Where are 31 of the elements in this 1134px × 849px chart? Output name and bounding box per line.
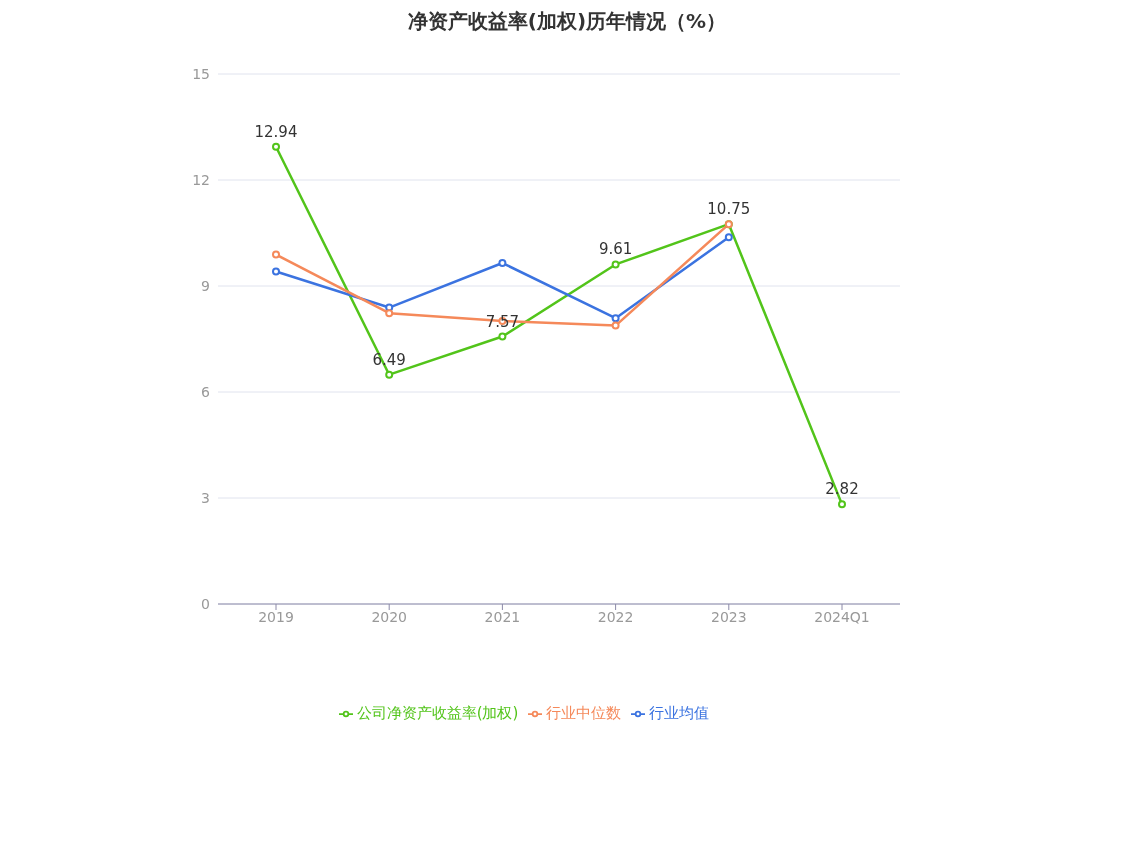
x-tick-label: 2023 bbox=[710, 608, 747, 625]
x-tick-label: 2022 bbox=[597, 608, 634, 625]
point bbox=[385, 309, 394, 318]
y-tick-label: 15 bbox=[192, 65, 210, 82]
point bbox=[611, 321, 620, 330]
point bbox=[385, 370, 394, 379]
x-tick-label: 2019 bbox=[258, 608, 294, 625]
y-tick-label: 9 bbox=[201, 277, 210, 294]
point bbox=[611, 314, 620, 323]
y-tick-label: 6 bbox=[201, 383, 211, 400]
y-tick-label: 12 bbox=[192, 171, 210, 188]
point bbox=[272, 267, 280, 276]
y-tick-label: 3 bbox=[201, 489, 210, 506]
point bbox=[272, 142, 280, 151]
point bbox=[272, 250, 280, 259]
point bbox=[838, 500, 846, 509]
point bbox=[498, 259, 507, 268]
x-tick-label: 2024Q1 bbox=[814, 608, 870, 625]
legend-label: 行业均值 bbox=[649, 704, 710, 722]
x-tick-label: 2020 bbox=[371, 608, 408, 625]
y-tick-label: 0 bbox=[201, 595, 210, 612]
x-tick-label: 2021 bbox=[484, 608, 521, 625]
legend-label: 公司净资产收益率(加权) bbox=[356, 704, 519, 722]
legend-label: 行业中位数 bbox=[546, 704, 622, 722]
point bbox=[724, 233, 733, 242]
data-label: 12.94 bbox=[254, 122, 298, 141]
data-label: 10.75 bbox=[707, 200, 751, 219]
point bbox=[611, 260, 620, 269]
data-label: 9.61 bbox=[598, 240, 633, 259]
chart-title: 净资产收益率(加权)历年情况（%） bbox=[406, 8, 728, 35]
point bbox=[498, 332, 507, 341]
